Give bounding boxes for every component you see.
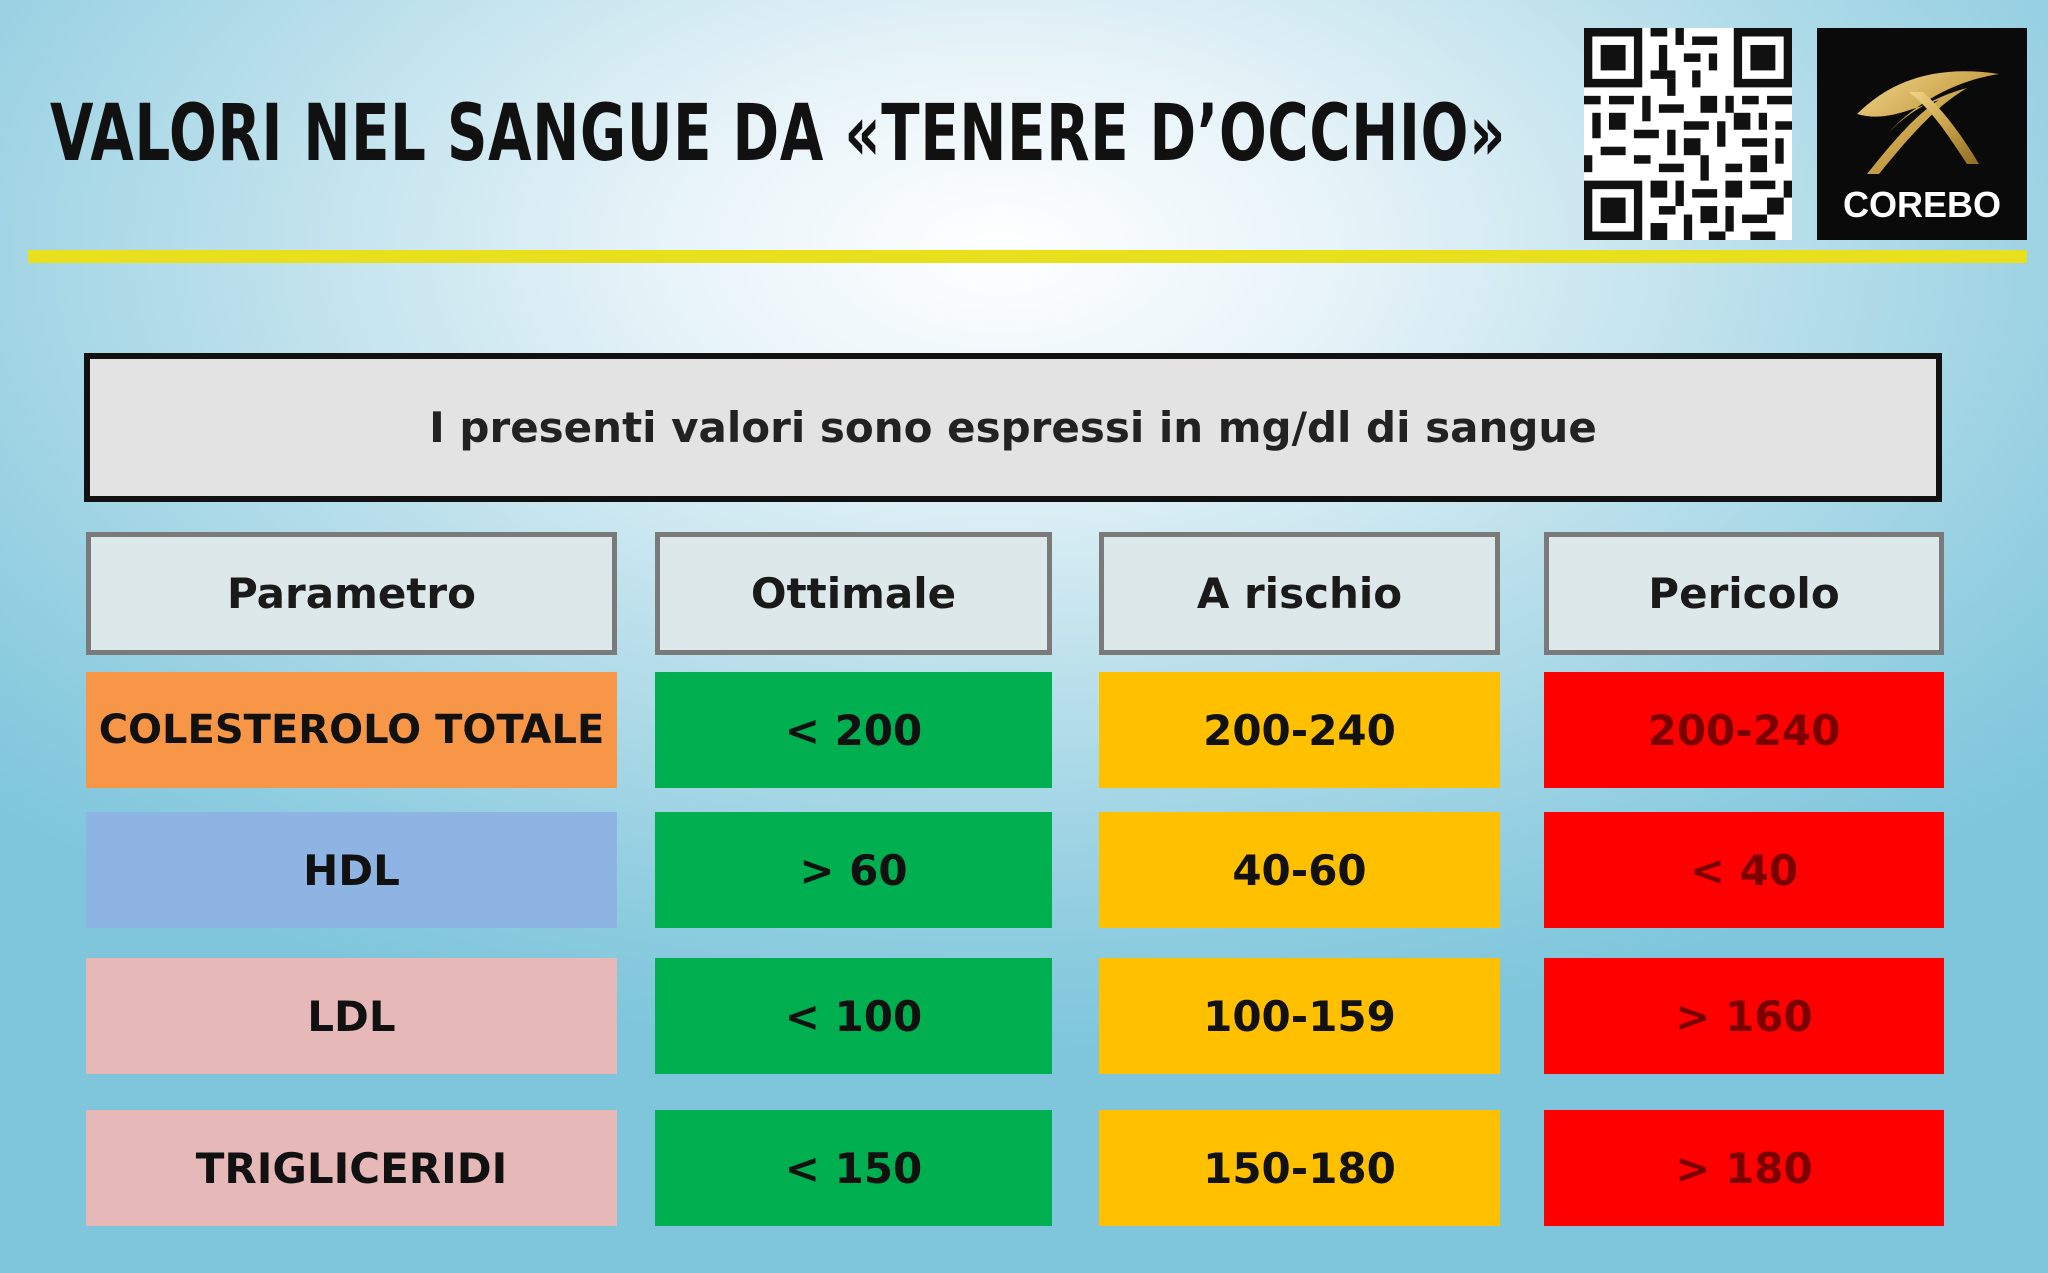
param-cell-colesterolo-totale: COLESTEROLO TOTALE (86, 672, 617, 788)
column-header-pericolo: Pericolo (1544, 532, 1944, 655)
ottimale-cell: < 100 (655, 958, 1052, 1074)
column-header-ottimale: Ottimale (655, 532, 1052, 655)
corebo-logo: COREBO (1817, 28, 2027, 240)
rischio-cell: 100-159 (1099, 958, 1500, 1074)
param-cell-trigliceridi: TRIGLICERIDI (86, 1110, 617, 1226)
ottimale-cell: > 60 (655, 812, 1052, 928)
pericolo-cell: > 160 (1544, 958, 1944, 1074)
ottimale-cell: < 150 (655, 1110, 1052, 1226)
param-cell-hdl: HDL (86, 812, 617, 928)
param-cell-ldl: LDL (86, 958, 617, 1074)
column-header-a-rischio: A rischio (1099, 532, 1500, 655)
unit-note-text: I presenti valori sono espressi in mg/dl… (429, 403, 1597, 452)
pericolo-cell: > 180 (1544, 1110, 1944, 1226)
pericolo-cell: 200-240 (1544, 672, 1944, 788)
corebo-logo-icon (1857, 71, 1999, 174)
pericolo-cell: < 40 (1544, 812, 1944, 928)
column-header-parametro: Parametro (86, 532, 617, 655)
logo-text: COREBO (1842, 184, 2001, 225)
ottimale-cell: < 200 (655, 672, 1052, 788)
rischio-cell: 150-180 (1099, 1110, 1500, 1226)
unit-note: I presenti valori sono espressi in mg/dl… (84, 353, 1942, 502)
qr-code-icon (1584, 28, 1792, 240)
rischio-cell: 200-240 (1099, 672, 1500, 788)
divider-rule (28, 250, 2027, 263)
rischio-cell: 40-60 (1099, 812, 1500, 928)
page-title: VALORI NEL SANGUE DA «TENERE D’OCCHIO» (50, 89, 1507, 179)
